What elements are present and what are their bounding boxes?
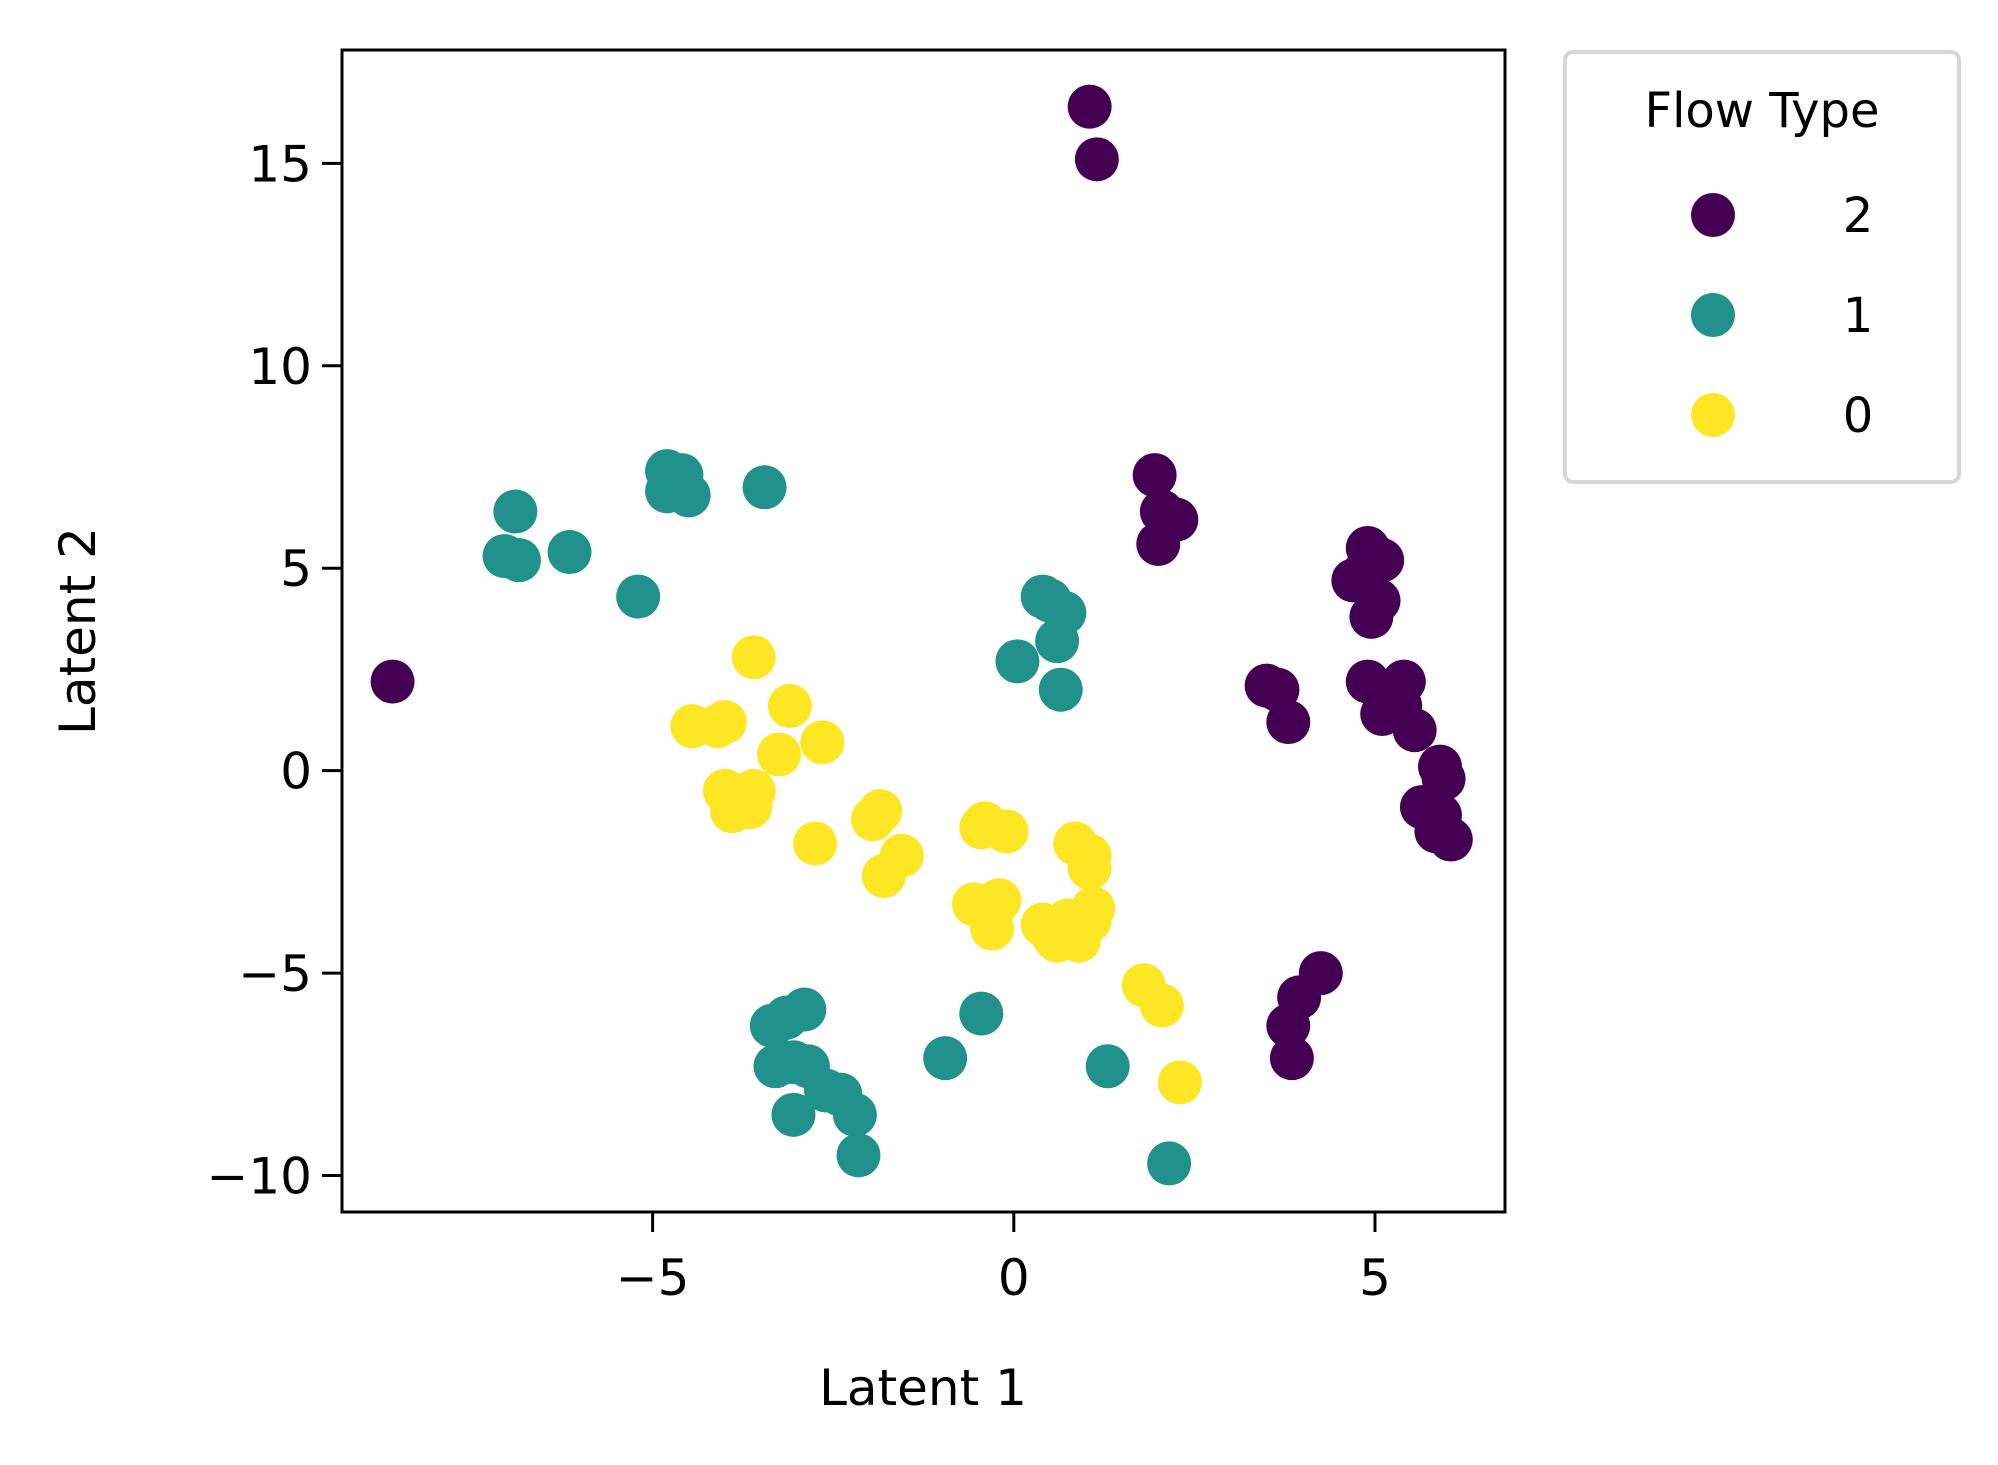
series-2-point [1067,84,1112,129]
series-1-point [1147,1141,1192,1186]
legend-marker [1691,193,1735,237]
legend-marker [1691,393,1735,437]
series-2-point [1392,708,1437,753]
y-tick-label: 5 [280,540,312,598]
series-0-point [793,821,838,866]
series-2-point [1269,1036,1314,1081]
series-1-point [832,1092,877,1137]
series-0-point [1157,1060,1202,1105]
x-tick-label: 5 [1359,1249,1391,1307]
series-2-point [1136,521,1181,566]
series-1-point [1035,619,1080,664]
points-layer [370,84,1473,1186]
series-1-point [923,1036,968,1081]
y-axis-title: Latent 2 [49,527,107,735]
series-1-point [1038,667,1083,712]
series-2-point [1266,700,1311,745]
legend-frame [1563,50,1961,484]
x-tick-label: 0 [998,1249,1030,1307]
series-1-point [666,473,711,518]
series-2-point [1132,453,1177,498]
series-0-point [1067,845,1112,890]
series-1-point [616,574,661,619]
series-2-point [1266,1003,1311,1048]
series-0-point [767,683,812,728]
legend-label: 2 [1843,188,1874,244]
series-2-point [1074,137,1119,182]
series-2-point [1381,659,1426,704]
y-tick-label: −5 [238,945,312,1003]
ticks-layer: −5 0 5 −10 −5 0 5 10 15 [206,135,1390,1307]
series-1-point [836,1133,881,1178]
series-1-point [496,538,541,583]
series-0-point [970,906,1015,951]
y-tick-label: 10 [248,338,312,396]
series-2-point [370,659,415,704]
series-0-point [858,789,903,834]
y-tick-label: −10 [206,1148,312,1206]
series-0-point [731,635,776,680]
y-tick-label: 0 [280,743,312,801]
legend-marker [1691,293,1735,337]
legend: Flow Type 2 1 0 [1563,50,1961,484]
series-0-point [1071,886,1116,931]
series-1-point [995,639,1040,684]
series-2-point [1428,817,1473,862]
legend-entries: 2 1 0 [1691,188,1873,444]
series-1-point [1085,1044,1130,1089]
y-tick-label: 15 [248,135,312,193]
series-1-point [493,489,538,534]
plot-frame [340,48,1507,1214]
series-1-point [959,991,1004,1036]
series-1-point [782,987,827,1032]
legend-label: 0 [1843,388,1874,444]
x-tick-label: −5 [616,1249,690,1307]
series-1-point [771,1092,816,1137]
series-0-point [861,853,906,898]
legend-label: 1 [1843,288,1874,344]
series-0-point [800,720,845,765]
series-0-point [702,700,747,745]
series-1-point [742,465,787,510]
series-0-point [1139,983,1184,1028]
x-axis-title: Latent 1 [819,1359,1027,1417]
series-0-point [728,785,773,830]
series-0-point [984,809,1029,854]
series-2-point [1349,594,1394,639]
legend-title: Flow Type [1644,83,1879,139]
series-1-point [547,530,592,575]
series-0-point [757,732,802,777]
